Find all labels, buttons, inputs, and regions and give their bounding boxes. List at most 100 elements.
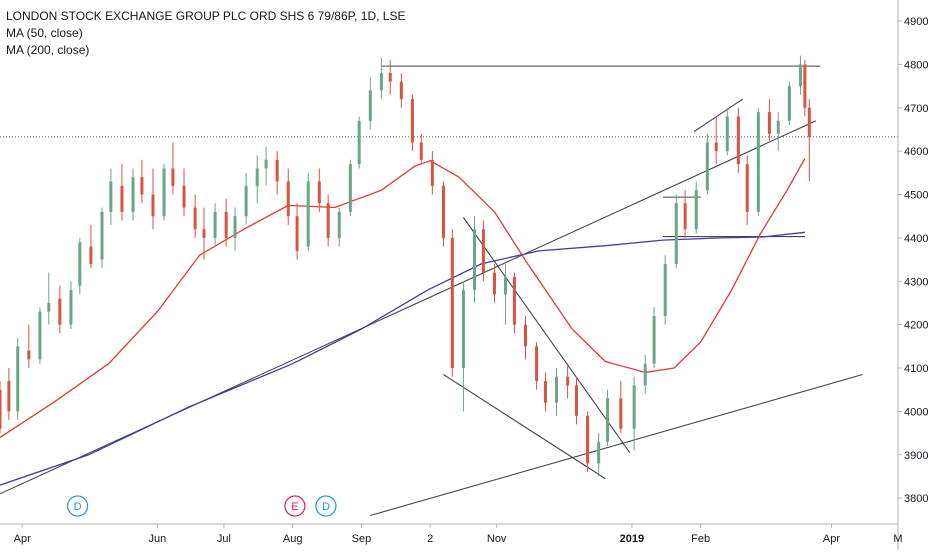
candle	[619, 381, 623, 434]
candle-body	[264, 159, 268, 169]
event-marker-label: D	[74, 501, 82, 513]
candle-body	[597, 441, 601, 464]
candle	[89, 224, 93, 269]
candle-body	[151, 194, 155, 217]
x-tick-label: Aug	[283, 533, 303, 545]
candle-body	[213, 211, 217, 238]
candle-body	[182, 185, 186, 208]
candle-body	[202, 229, 206, 238]
ma200-line	[0, 231, 805, 486]
candle-body	[100, 211, 104, 260]
candle	[652, 307, 656, 369]
candle-body	[725, 116, 729, 152]
candle-body	[38, 311, 42, 360]
candle-body	[714, 142, 718, 152]
candle-body	[481, 229, 485, 273]
candle-body	[776, 120, 780, 134]
candle-body	[798, 64, 802, 87]
candle	[481, 220, 485, 282]
candle-body	[286, 181, 290, 217]
candle	[27, 324, 31, 369]
y-tick-label: 3800	[904, 493, 928, 505]
candle	[233, 207, 237, 251]
candle-body	[705, 142, 709, 191]
candle-body	[632, 385, 636, 429]
candle-body	[348, 164, 352, 212]
candle	[683, 190, 687, 238]
candle	[69, 281, 73, 329]
candle-body	[787, 86, 791, 121]
candle-body	[674, 203, 678, 264]
candle	[399, 73, 403, 108]
candle	[0, 381, 2, 434]
candle	[16, 337, 20, 421]
candle-body	[492, 272, 496, 295]
y-tick-label: 4000	[904, 406, 928, 418]
candle-body	[255, 168, 259, 186]
y-tick-label: 4800	[904, 59, 928, 71]
candle	[441, 181, 445, 247]
candle-body	[606, 398, 610, 442]
candle	[725, 107, 729, 156]
candle-body	[317, 181, 321, 204]
candle-body	[504, 276, 508, 295]
candle-body	[472, 229, 476, 290]
candle	[512, 272, 516, 334]
candle	[597, 433, 601, 477]
y-tick-label: 4600	[904, 146, 928, 158]
candle-body	[586, 415, 590, 464]
x-tick-label: Jul	[217, 533, 231, 545]
candle-body	[543, 381, 547, 403]
candle	[430, 151, 434, 195]
symbol-title: LONDON STOCK EXCHANGE GROUP PLC ORD SHS …	[6, 9, 406, 23]
candle-body	[244, 185, 248, 217]
event-marker: D	[315, 495, 337, 517]
candle-body	[131, 177, 135, 212]
candle-body	[461, 289, 465, 369]
y-tick-label: 4700	[904, 103, 928, 115]
candle	[492, 263, 496, 303]
candle	[674, 194, 678, 269]
y-tick-label: 4900	[904, 16, 928, 28]
candle-body	[535, 346, 539, 382]
candle	[224, 198, 228, 247]
candle-body	[326, 203, 330, 238]
candle-body	[69, 289, 73, 325]
candle-body	[224, 211, 228, 238]
candle	[586, 411, 590, 473]
candle	[535, 341, 539, 390]
candle-body	[357, 120, 361, 165]
candle	[171, 142, 175, 195]
candle	[193, 194, 197, 238]
candle-body	[419, 142, 423, 160]
trend-lines	[0, 65, 863, 517]
candle	[798, 55, 802, 95]
candle	[714, 116, 718, 165]
candle	[756, 107, 760, 217]
candle	[767, 99, 771, 143]
candles	[0, 55, 811, 477]
candle	[264, 146, 268, 186]
candle-body	[379, 73, 383, 91]
candle-body	[193, 207, 197, 230]
candle	[38, 307, 42, 364]
candle	[151, 168, 155, 230]
candle	[202, 207, 206, 260]
y-tick-label: 4100	[904, 363, 928, 375]
event-marker-label: E	[291, 501, 298, 513]
candle-body	[430, 159, 434, 186]
x-tick-label: Nov	[487, 533, 507, 545]
candle-body	[663, 263, 667, 316]
candle-body	[388, 73, 392, 82]
candle	[745, 155, 749, 225]
candle	[461, 281, 465, 412]
candle	[47, 272, 51, 325]
candle	[574, 376, 578, 425]
candle	[379, 57, 383, 100]
candle-body	[450, 237, 454, 369]
event-marker-label: D	[322, 501, 330, 513]
candle-body	[756, 112, 760, 212]
